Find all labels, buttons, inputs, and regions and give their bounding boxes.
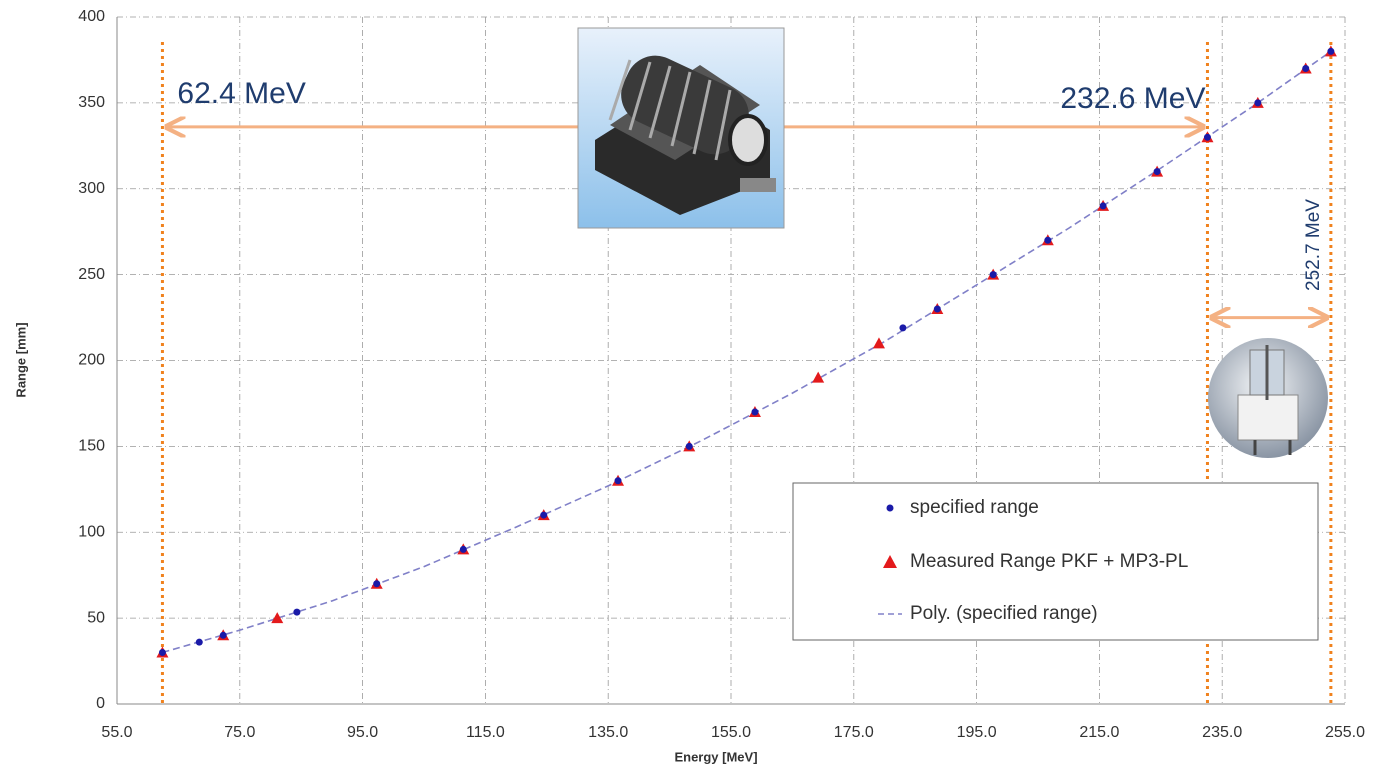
trend-line	[162, 50, 1332, 654]
legend-label: Poly. (specified range)	[910, 603, 1098, 624]
point	[195, 638, 203, 646]
x-tick-label: 135.0	[588, 724, 628, 741]
point	[989, 271, 997, 279]
point	[1254, 99, 1262, 107]
energy-label: 62.4 MeV	[177, 77, 305, 110]
x-tick-label: 235.0	[1202, 724, 1242, 741]
x-tick-label: 95.0	[347, 724, 378, 741]
x-tick-label: 195.0	[957, 724, 997, 741]
y-tick-label: 200	[78, 352, 105, 369]
y-axis-label: Range [mm]	[13, 322, 28, 397]
x-tick-label: 215.0	[1079, 724, 1119, 741]
point	[1044, 236, 1052, 244]
y-tick-label: 50	[87, 609, 105, 626]
legend-marker	[883, 555, 897, 568]
point	[685, 442, 693, 450]
legend-label: specified range	[910, 497, 1039, 518]
y-tick-label: 250	[78, 266, 105, 283]
legend-label: Measured Range PKF + MP3-PL	[910, 551, 1188, 572]
point	[219, 631, 227, 639]
point	[812, 371, 825, 383]
point	[933, 305, 941, 313]
x-tick-label: 55.0	[101, 724, 132, 741]
device-image	[577, 27, 785, 229]
point	[293, 608, 301, 616]
x-tick-label: 255.0	[1325, 724, 1365, 741]
point	[1302, 65, 1310, 73]
y-tick-label: 150	[78, 438, 105, 455]
x-tick-label: 75.0	[224, 724, 255, 741]
point	[271, 612, 284, 624]
x-tick-label: 155.0	[711, 724, 751, 741]
point	[872, 337, 885, 349]
point	[751, 408, 759, 416]
marks	[156, 45, 1337, 658]
point	[899, 324, 907, 332]
point	[459, 545, 467, 553]
point	[540, 511, 548, 519]
phantom-image	[1208, 338, 1328, 458]
point	[614, 477, 622, 485]
point	[158, 648, 166, 656]
energy-label: 232.6 MeV	[1060, 82, 1205, 115]
point	[1327, 47, 1335, 55]
legend: specified range Measured Range PKF + MP3…	[792, 482, 1319, 641]
point	[1203, 133, 1211, 141]
x-axis-label: Energy [MeV]	[674, 749, 757, 764]
y-tick-label: 350	[78, 94, 105, 111]
point	[1099, 202, 1107, 210]
point	[1153, 168, 1161, 176]
x-tick-label: 175.0	[834, 724, 874, 741]
y-tick-label: 100	[78, 523, 105, 540]
energy-label: 252.7 MeV	[1303, 199, 1324, 291]
y-tick-label: 400	[78, 8, 105, 25]
point	[373, 580, 381, 588]
y-tick-label: 0	[96, 695, 105, 712]
x-tick-label: 115.0	[466, 724, 505, 741]
y-tick-label: 300	[78, 180, 105, 197]
legend-marker	[886, 504, 894, 512]
